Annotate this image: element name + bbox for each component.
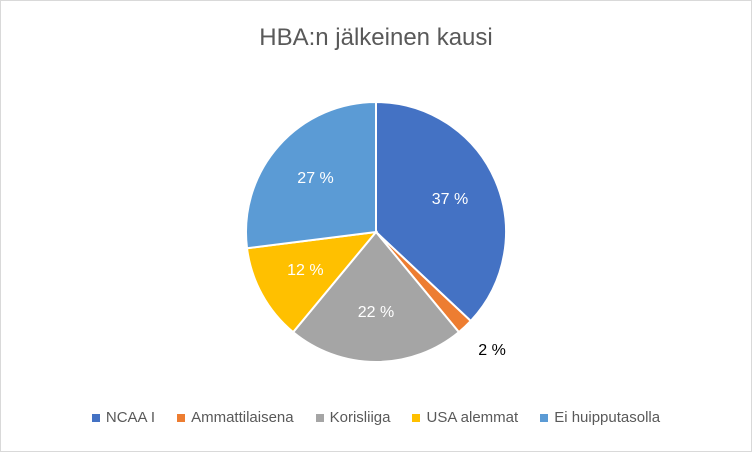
legend-item-ei-huipputasolla: Ei huipputasolla xyxy=(540,409,660,426)
data-label-ammattilaisena: 2 % xyxy=(478,342,506,359)
legend-swatch xyxy=(412,413,421,422)
legend-swatch xyxy=(91,413,100,422)
data-label-korisliiga: 22 % xyxy=(358,304,394,321)
legend-label: Ammattilaisena xyxy=(191,409,294,426)
pie-slice-ncaa-i xyxy=(375,100,507,323)
legend-item-ncaa-i: NCAA I xyxy=(91,409,156,426)
legend-label: Ei huipputasolla xyxy=(554,409,661,426)
legend-label: USA alemmat xyxy=(426,409,519,426)
legend-swatch xyxy=(540,413,549,422)
legend-swatch xyxy=(315,413,324,422)
data-label-ei-huipputasolla: 27 % xyxy=(297,170,333,187)
pie-slice-ei-huipputasolla xyxy=(245,100,377,250)
legend-swatch xyxy=(177,413,186,422)
data-label-usa-alemmat: 12 % xyxy=(287,262,323,279)
pie-slice-korisliiga xyxy=(291,230,461,363)
legend-label: NCAA I xyxy=(105,409,156,426)
legend-item-usa-alemmat: USA alemmat xyxy=(412,409,518,426)
chart-title: HBA:n jälkeinen kausi xyxy=(259,24,493,51)
legend-label: Korisliiga xyxy=(329,409,391,426)
pie-slice-usa-alemmat xyxy=(245,230,379,334)
legend: NCAA I Ammattilaisena Korisliiga USA alemma… xyxy=(0,409,752,426)
legend-item-korisliiga: Korisliiga xyxy=(315,409,391,426)
legend-item-ammattilaisena: Ammattilaisena xyxy=(177,409,294,426)
data-label-ncaa-i: 37 % xyxy=(432,191,468,208)
